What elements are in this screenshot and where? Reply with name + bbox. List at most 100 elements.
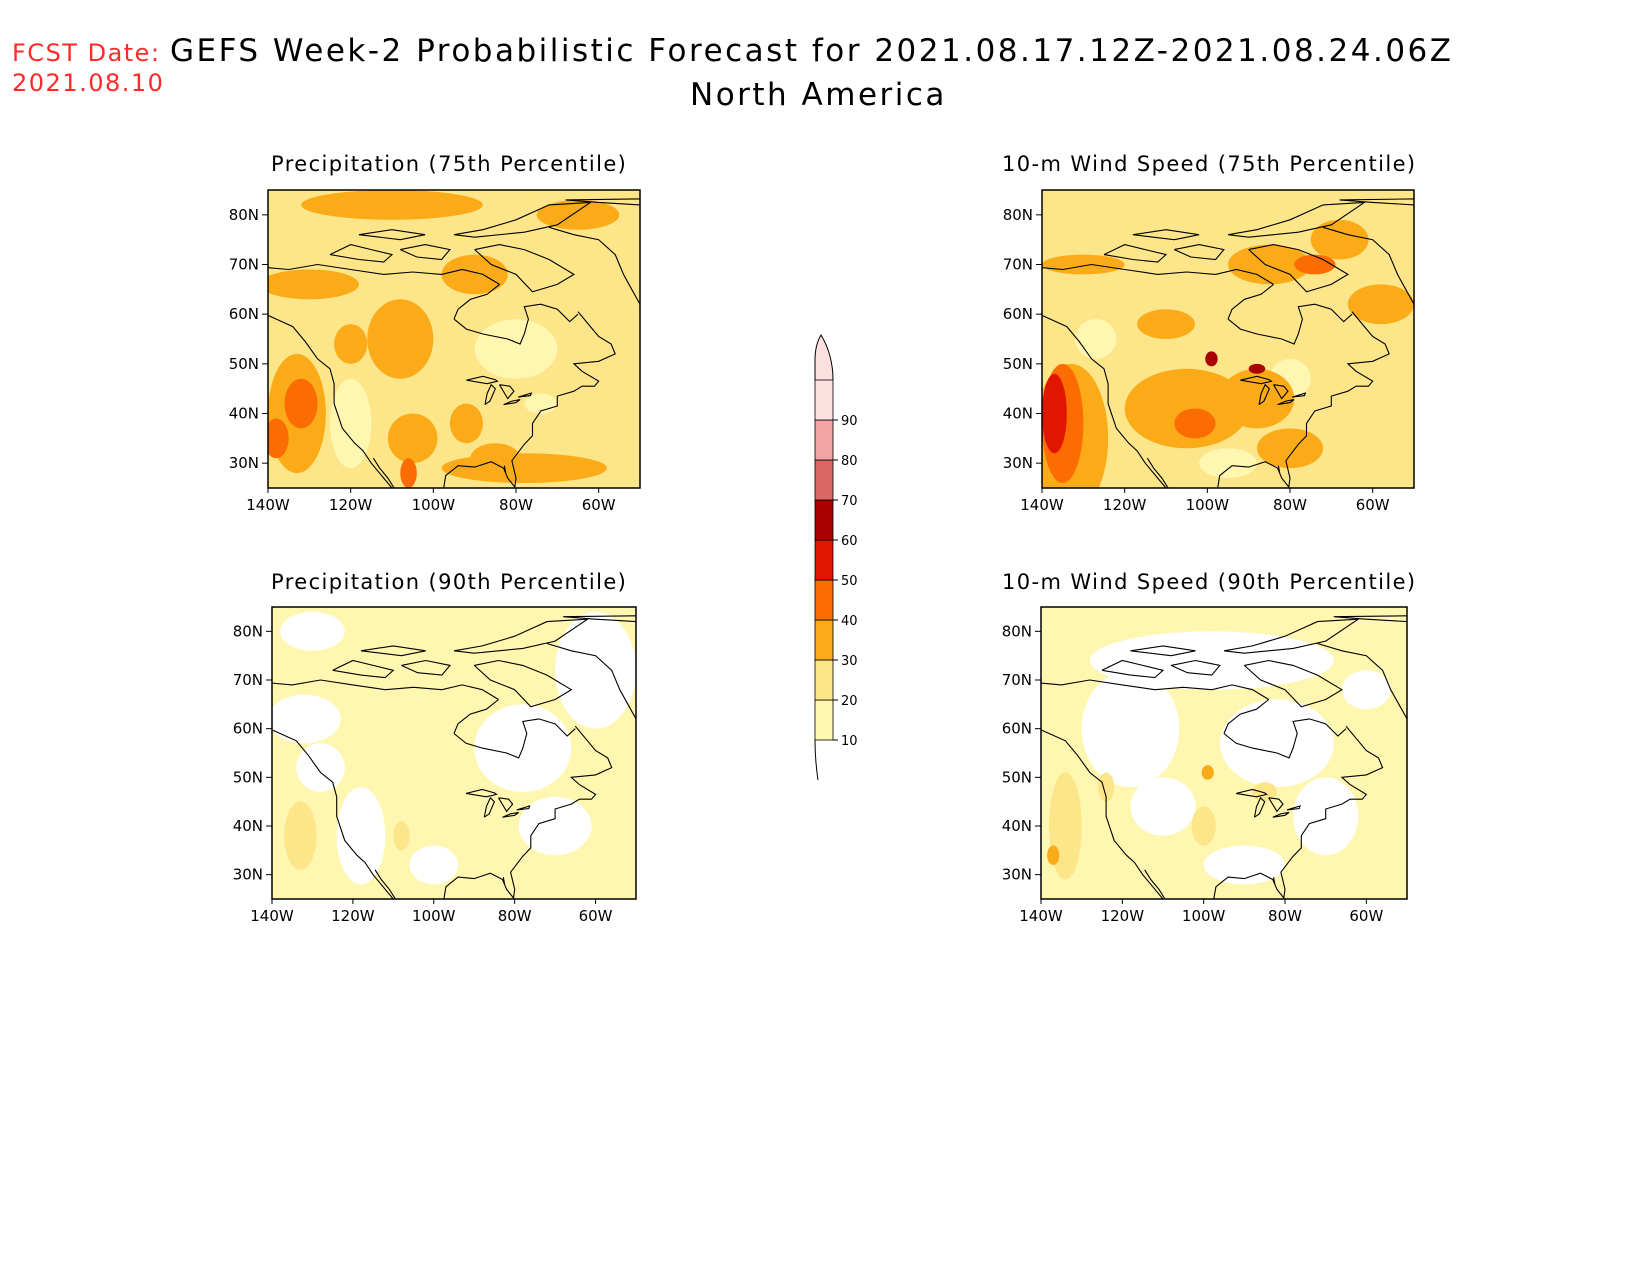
colorbar-swatch	[814, 579, 834, 621]
probability-region	[330, 378, 372, 469]
lat-tick-label: 70N	[229, 256, 259, 274]
coastline	[1103, 244, 1168, 263]
colorbar-swatch	[814, 539, 834, 581]
probability-region	[1097, 772, 1115, 802]
coastline	[332, 659, 395, 679]
lat-tick-label: 50N	[1002, 768, 1032, 786]
shaded-field	[268, 190, 640, 488]
lat-tick-label: 60N	[1002, 720, 1032, 738]
coastline	[268, 263, 500, 285]
probability-region	[474, 319, 558, 379]
probability-region	[1191, 806, 1216, 846]
colorbar-swatch	[814, 499, 834, 541]
coastline	[503, 465, 507, 474]
probability-region	[1347, 284, 1414, 325]
coastline	[1273, 877, 1276, 885]
forecast-date-label: FCST Date:	[12, 39, 161, 67]
coastline	[401, 659, 452, 676]
probability-region	[1248, 363, 1266, 374]
coastline	[465, 788, 498, 798]
lat-tick-label: 30N	[1002, 866, 1032, 884]
lat-tick-label: 80N	[1003, 206, 1033, 224]
probability-region	[1075, 319, 1117, 359]
coastline	[546, 642, 636, 720]
coastline	[1130, 645, 1196, 657]
lon-tick-label: 140W	[250, 907, 294, 925]
probability-region	[1081, 670, 1180, 788]
shaded-field	[272, 607, 636, 899]
panel-title-precip90: Precipitation (90th Percentile)	[271, 570, 628, 594]
probability-region	[441, 254, 508, 295]
coastline	[1174, 244, 1225, 261]
coastline	[503, 399, 521, 406]
lat-tick-label: 70N	[1002, 671, 1032, 689]
lat-tick-label: 80N	[233, 622, 263, 640]
colorbar-label: 20	[841, 694, 858, 709]
colorbar-label: 60	[841, 534, 858, 549]
lon-tick-label: 140W	[1019, 907, 1063, 925]
coastline	[483, 796, 496, 818]
forecast-date-value: 2021.08.10	[12, 69, 165, 97]
lon-tick-label: 80W	[498, 907, 532, 925]
coastline	[502, 877, 506, 885]
probability-region	[400, 458, 417, 488]
coastline	[1042, 314, 1167, 488]
probability-region	[536, 199, 620, 230]
lat-tick-label: 30N	[229, 454, 259, 472]
lat-tick-label: 80N	[229, 206, 259, 224]
coastline	[1217, 311, 1390, 488]
colorbar-label: 70	[841, 494, 858, 509]
coastline	[272, 729, 394, 899]
coastline	[499, 384, 515, 400]
forecast-date-block: FCST Date: 2021.08.10	[12, 38, 164, 98]
probability-region	[1310, 219, 1369, 260]
coastline	[268, 314, 393, 488]
map-frame	[1040, 606, 1408, 900]
coastline	[453, 201, 593, 238]
probability-region	[301, 190, 483, 220]
lon-tick-label: 80W	[499, 496, 533, 514]
map-frame	[267, 189, 641, 489]
coastline	[484, 383, 496, 406]
coastline	[502, 811, 520, 818]
colorbar-label: 90	[841, 414, 858, 429]
probability-region	[1201, 765, 1214, 780]
lat-tick-label: 40N	[1003, 405, 1033, 423]
lon-tick-label: 100W	[1182, 907, 1226, 925]
probability-region	[1174, 408, 1216, 439]
coastline	[374, 869, 396, 899]
coastline	[565, 198, 640, 206]
colorbar-label: 80	[841, 454, 858, 469]
coastline	[453, 283, 500, 320]
coastline	[1273, 384, 1289, 400]
colorbar-top-cap	[814, 334, 834, 381]
panel-title-precip75: Precipitation (75th Percentile)	[271, 152, 628, 176]
coastline	[516, 805, 531, 811]
coastline	[1132, 229, 1200, 241]
lat-tick-label: 50N	[1003, 355, 1033, 373]
lon-tick-label: 120W	[331, 907, 375, 925]
coastline	[1170, 659, 1221, 676]
field-background	[268, 190, 640, 488]
probability-region	[1130, 777, 1196, 836]
lon-tick-label: 120W	[1103, 496, 1147, 514]
lon-tick-label: 140W	[1020, 496, 1064, 514]
precip-75th-map: 140W 120W 100W 80W 60W 80N 70N 60N 50N 40N 30N	[229, 189, 641, 514]
lat-tick-label: 60N	[229, 305, 259, 323]
coastline	[443, 725, 613, 899]
probability-region	[409, 845, 459, 885]
coastline	[443, 311, 616, 488]
lon-tick-label: 120W	[329, 496, 373, 514]
probability-region	[334, 324, 368, 364]
colorbar-swatch	[814, 659, 834, 701]
lon-tick-label: 140W	[246, 496, 290, 514]
lat-tick-label: 60N	[1003, 305, 1033, 323]
probability-region	[470, 443, 521, 474]
probability-region	[393, 821, 410, 851]
coastline	[453, 699, 499, 734]
coastline	[1041, 679, 1269, 700]
probability-region	[336, 787, 386, 885]
probability-region	[387, 413, 438, 464]
coastline	[1223, 618, 1361, 654]
coastline	[1146, 457, 1169, 488]
